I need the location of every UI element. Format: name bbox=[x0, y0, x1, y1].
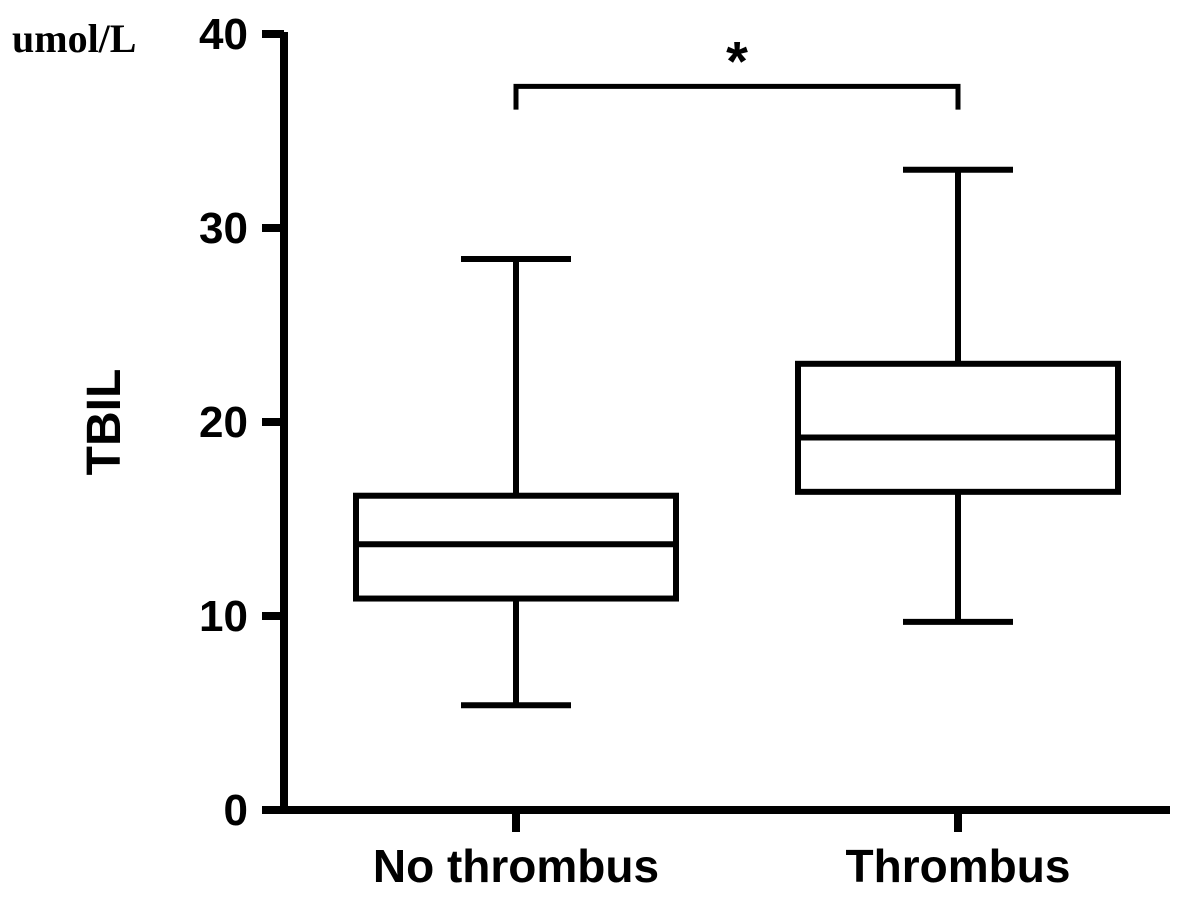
x-tick-label: Thrombus bbox=[846, 840, 1071, 892]
y-tick-label: 20 bbox=[199, 398, 248, 447]
y-tick-label: 40 bbox=[199, 10, 248, 59]
boxplot-chart: 0 10 20 30 40 No thrombus Thrombus TBIL umol/L * bbox=[0, 0, 1200, 902]
y-axis-title: TBIL bbox=[78, 369, 131, 476]
x-tick-label: No thrombus bbox=[373, 840, 659, 892]
y-tick-label: 10 bbox=[199, 592, 248, 641]
y-tick-label: 0 bbox=[224, 786, 248, 835]
unit-label: umol/L bbox=[12, 16, 136, 61]
box bbox=[798, 364, 1118, 492]
y-tick-label: 30 bbox=[199, 204, 248, 253]
significance-star: * bbox=[726, 29, 748, 92]
chart-svg: 0 10 20 30 40 No thrombus Thrombus TBIL umol/L * bbox=[0, 0, 1200, 902]
